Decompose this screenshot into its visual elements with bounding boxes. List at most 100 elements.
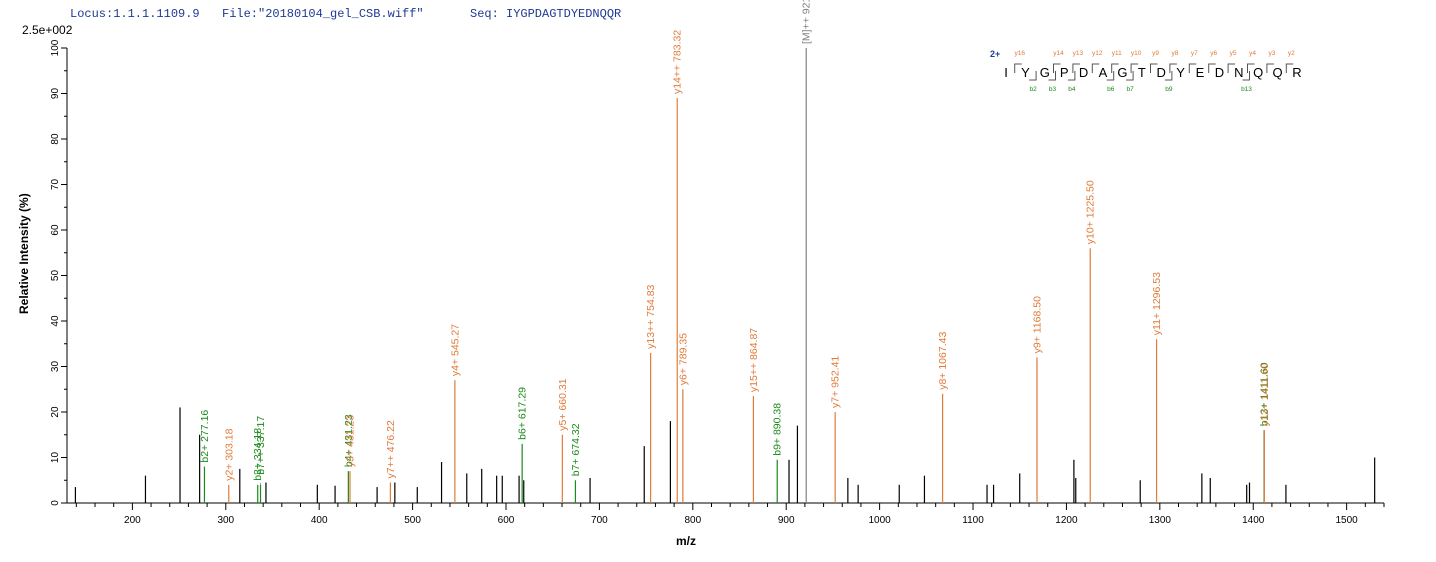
x-tick-label: 1000 [868,515,891,526]
b-fragment-label: b9 [1165,86,1173,93]
y-fragment-mark [1091,63,1100,73]
peak-label: b6+ 617.29 [517,387,529,440]
sequence-residue: I [1004,65,1008,80]
y-fragment-mark [1130,63,1139,73]
peak-label: b7+ 674.32 [570,423,582,476]
b-fragment-label: b3 [1049,86,1057,93]
sequence-residue: G [1040,65,1050,80]
peak-label: y7++ 476.22 [385,420,397,479]
y-fragment-mark [1266,63,1274,73]
locus-label: Locus:1.1.1.1109.9 [70,7,200,21]
sequence-residue: A [1099,65,1108,80]
sequence-label: Seq: IYGPDAGTDYEDNQQR [470,7,622,21]
peak-label: b13+ 1411.60 [1259,362,1271,426]
y-fragment-label: y4 [1249,50,1256,57]
peak-label: b4+ 431.23 [343,414,355,467]
sequence-residue: D [1079,65,1088,80]
b-fragment-label: b6 [1107,86,1115,93]
sequence-residue: Q [1273,65,1283,80]
x-axis-label: m/z [676,534,697,548]
y-fragment-mark [1188,63,1197,73]
y-tick-label: 100 [50,39,61,56]
y-tick-label: 40 [50,315,61,327]
y-fragment-mark [1208,63,1216,73]
y-fragment-mark [1072,63,1080,73]
x-tick-label: 800 [684,515,701,526]
x-tick-label: 1300 [1149,515,1172,526]
b-fragment-mark [1126,71,1134,81]
y-fragment-mark [1111,63,1119,73]
b-fragment-mark [1242,71,1250,81]
sequence-residue: E [1196,65,1205,80]
peak-label: y15++ 864.87 [748,328,760,392]
sequence-residue: D [1157,65,1166,80]
y-tick-label: 70 [50,179,61,191]
peak-label: y6+ 789.35 [677,333,689,385]
sequence-residue: D [1215,65,1224,80]
y-fragment-mark [1053,63,1061,73]
b-fragment-mark [1029,71,1037,81]
x-tick-label: 200 [124,515,141,526]
y-fragment-label: y9 [1152,50,1159,57]
peak-label: y9+ 1168.50 [1032,296,1044,353]
y-tick-label: 50 [50,270,61,282]
sequence-residue: G [1117,65,1127,80]
y-fragment-label: y2 [1288,50,1295,57]
x-tick-label: 700 [591,515,608,526]
x-tick-label: 1500 [1336,515,1359,526]
y-fragment-mark [1285,63,1294,73]
x-tick-label: 900 [778,515,795,526]
peak-label: y3+ 431.23 [345,415,357,467]
y-fragment-label: y13 [1073,50,1084,57]
peaks-layer [74,48,1376,503]
y-fragment-label: y11 [1112,50,1122,57]
y-tick-label: 10 [50,452,61,464]
y-tick-label: 80 [50,133,61,145]
peak-label: [M]++ 921.41 [801,0,813,44]
b-fragment-label: b7 [1126,86,1134,93]
peak-label: y14++ 783.32 [672,30,684,94]
y-tick-label: 60 [50,224,61,236]
y-tick-label: 0 [50,500,61,506]
y-fragment-label: y10 [1131,50,1142,57]
y-fragment-label: y6 [1210,50,1217,57]
file-label: File:"20180104_gel_CSB.wiff" [222,7,424,21]
sequence-residue: N [1234,65,1243,80]
x-tick-label: 1200 [1055,515,1078,526]
charge-state: 2+ [990,49,1000,59]
peak-label: b7++ 337.17 [255,416,267,475]
b-fragment-mark [1048,71,1056,81]
sequence-residue: Y [1176,65,1185,80]
peak-label: b2+ 277.16 [199,410,211,463]
y-fragment-mark [1247,63,1255,73]
y-fragment-label: y3 [1268,50,1275,57]
peak-label: y7+ 952.41 [830,356,842,408]
peak-label: y4+ 545.27 [449,324,461,376]
y-fragment-label: y5 [1230,50,1237,57]
y-fragment-mark [1169,63,1177,73]
x-tick-label: 600 [498,515,515,526]
sequence-residue: T [1138,65,1146,80]
sequence-residue: Q [1253,65,1263,80]
y-tick-label: 20 [50,406,61,418]
x-tick-label: 500 [404,515,421,526]
sequence-residue: R [1292,65,1301,80]
b-fragment-mark [1067,71,1076,81]
peak-label: y10+ 1225.50 [1085,180,1097,244]
y-fragment-label: y8 [1171,50,1178,57]
sequence-residue: Y [1021,65,1030,80]
y-tick-label: 90 [50,88,61,100]
x-tick-label: 300 [217,515,234,526]
b-fragment-mark [1106,71,1115,81]
y-tick-label: 30 [50,361,61,373]
peak-label: y11+ 1296.53 [1151,272,1163,335]
peak-label: y2+ 303.18 [223,428,235,480]
peak-label: y8+ 1067.43 [937,332,949,390]
y-fragment-mark [1150,63,1158,73]
x-tick-label: 1400 [1242,515,1265,526]
y-fragment-label: y14 [1053,50,1064,57]
y-fragment-mark [1014,63,1022,73]
